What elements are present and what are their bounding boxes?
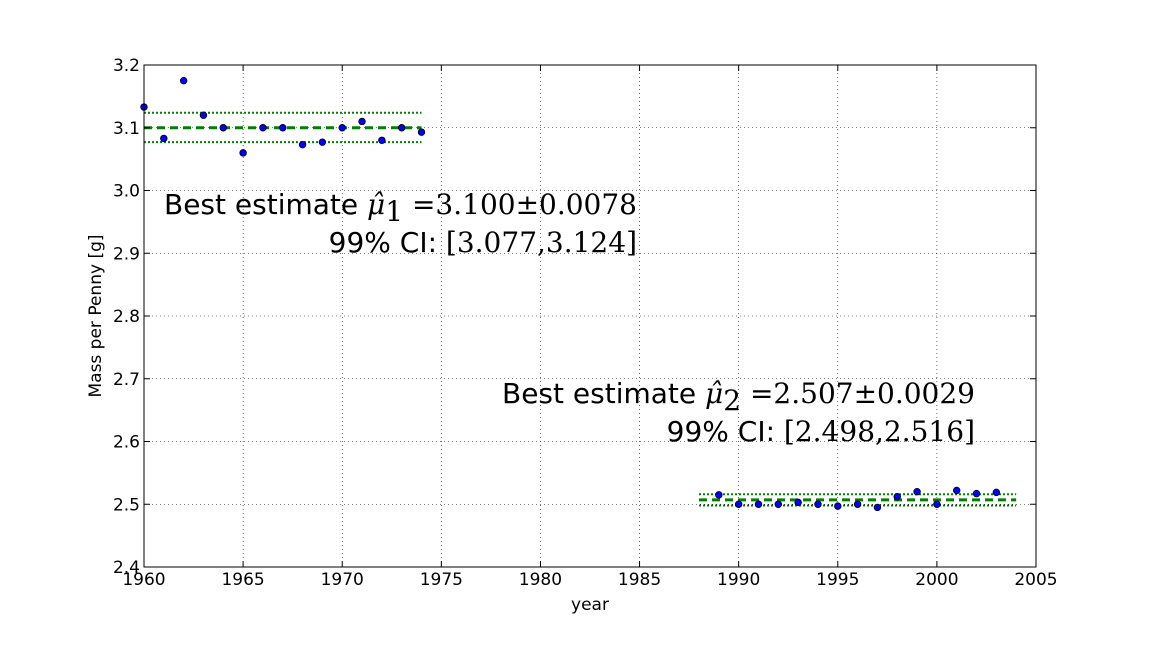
axis-ticks: 1960 1965 1970 1975 1980 1985 1990 1995 2000 2005… [113, 56, 1058, 590]
data-point [318, 138, 327, 146]
y-tick-label: 2.6 [113, 433, 140, 453]
annotation-2-ci-value: [2.498,2.516] [784, 415, 975, 448]
annotation-1-mu: μ̂ [367, 188, 385, 221]
data-point [853, 500, 862, 508]
data-point [734, 500, 743, 508]
data-point [417, 128, 426, 136]
x-axis-label: year [571, 595, 609, 615]
data-point [953, 486, 961, 495]
x-tick-label: 1980 [519, 570, 562, 590]
data-point [279, 124, 287, 132]
x-tick-label: 1985 [618, 570, 661, 590]
data-point [179, 76, 188, 85]
y-tick-label: 2.9 [113, 244, 140, 264]
plot-frame [143, 64, 1037, 568]
data-point [774, 500, 783, 508]
y-tick-label: 3.1 [113, 119, 140, 139]
data-point [834, 502, 842, 510]
x-tick-label: 1970 [321, 570, 364, 590]
annotation-1-subscript: 1 [385, 195, 403, 228]
data-point [794, 498, 802, 507]
data-point [715, 491, 723, 499]
grid [143, 64, 1037, 568]
data-point [873, 503, 882, 512]
x-tick-label: 1960 [122, 570, 165, 590]
y-tick-label: 2.4 [113, 558, 140, 578]
annotation-1-best-estimate: Best estimate μ̂1 =3.100±0.0078 [164, 188, 637, 228]
annotation-2-best-estimate: Best estimate μ̂2 =2.507±0.0029 [502, 377, 975, 417]
annotation-1-ci-prefix: 99% CI: [329, 226, 446, 259]
annotation-1-equals: =3.100±0.0078 [403, 188, 637, 221]
annotation-1-ci: 99% CI: [3.077,3.124] [329, 226, 637, 259]
annotation-1-ci-value: [3.077,3.124] [446, 226, 637, 259]
annotation-2-subscript: 2 [723, 384, 741, 417]
annotation-2-equals: =2.507±0.0029 [741, 377, 975, 410]
data-point [992, 488, 1001, 497]
data-point [338, 124, 346, 132]
x-tick-label: 1965 [221, 570, 264, 590]
x-tick-label: 1995 [816, 570, 859, 590]
data-point [378, 136, 386, 144]
data-point [239, 149, 247, 157]
data-points [140, 76, 1001, 512]
y-tick-label: 2.8 [113, 307, 140, 327]
y-tick-label: 3.0 [113, 182, 140, 202]
data-point [219, 124, 227, 132]
x-tick-label: 1975 [420, 570, 463, 590]
data-point [893, 493, 901, 501]
data-point [160, 134, 168, 143]
x-tick-label: 2000 [915, 570, 958, 590]
x-tick-label: 2005 [1014, 570, 1057, 590]
annotation-1-best-prefix: Best estimate [164, 188, 367, 221]
data-point [754, 500, 763, 508]
x-tick-label: 1990 [717, 570, 760, 590]
annotation-2-ci-prefix: 99% CI: [667, 415, 784, 448]
data-point [259, 124, 267, 132]
estimate-lines [144, 111, 1017, 507]
data-point [358, 117, 366, 126]
data-point [933, 500, 941, 508]
y-axis-label: Mass per Penny [g] [86, 234, 106, 397]
annotation-2-best-prefix: Best estimate [502, 377, 705, 410]
data-point [972, 489, 981, 498]
data-point [199, 111, 208, 119]
data-point [298, 140, 307, 149]
data-point [814, 500, 822, 508]
data-point [913, 488, 921, 496]
y-tick-label: 3.2 [113, 56, 140, 76]
annotation-2-mu: μ̂ [705, 377, 723, 410]
y-tick-label: 2.7 [113, 370, 140, 390]
annotation-2-ci: 99% CI: [2.498,2.516] [667, 415, 975, 448]
y-tick-label: 2.5 [113, 495, 140, 515]
data-point [397, 124, 406, 132]
